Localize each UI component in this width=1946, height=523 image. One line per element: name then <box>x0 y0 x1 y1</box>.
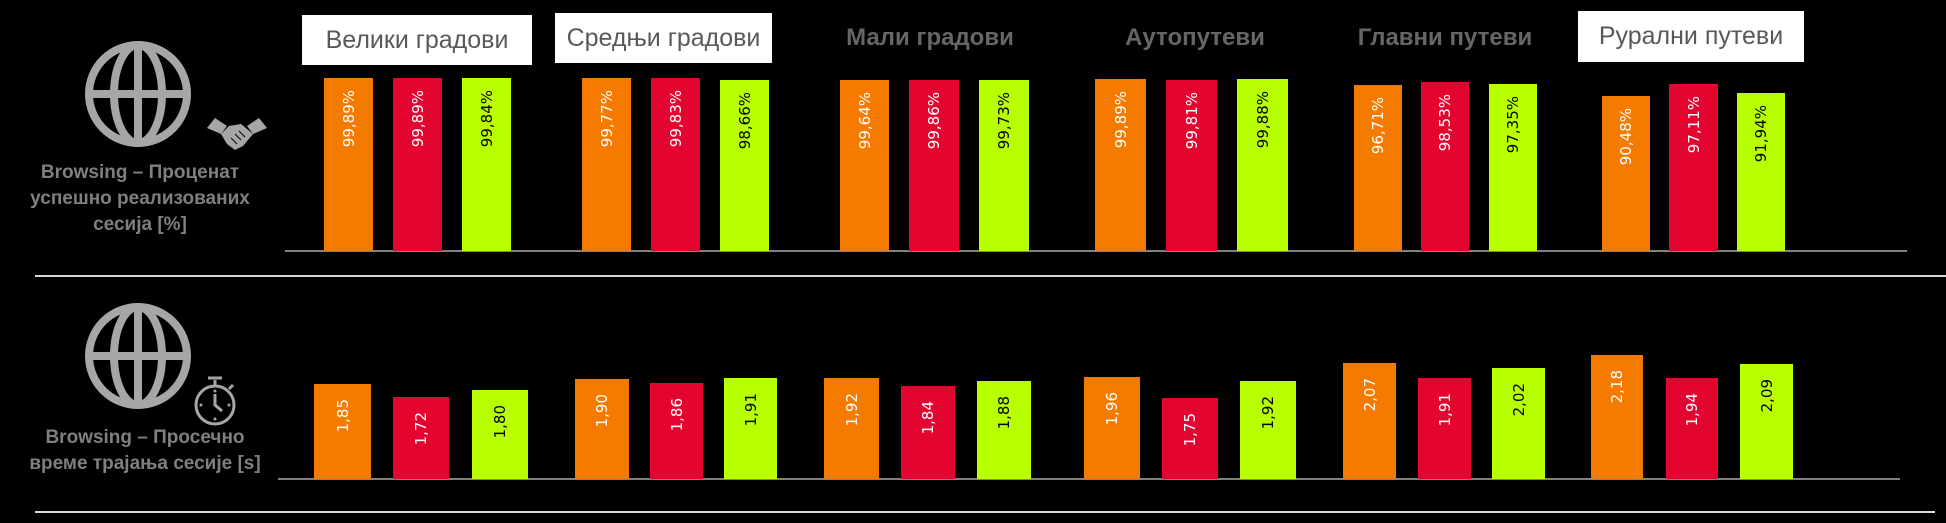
bar-highways-series-1: 99,89% <box>1095 79 1146 251</box>
metric-label-line: Browsing – Проценат <box>40 162 240 183</box>
category-header-main-roads: Главни путеви <box>1357 24 1533 51</box>
bar-large-cities-series-1: 1,85 <box>314 384 371 479</box>
handshake-icon <box>207 118 267 150</box>
bar-value-label: 90,48% <box>1617 108 1635 166</box>
bar-value-label: 91,94% <box>1752 105 1770 163</box>
bar-medium-cities-series-1: 1,90 <box>575 379 629 479</box>
bar-value-label: 1,75 <box>1181 413 1199 447</box>
bar-value-label: 1,84 <box>919 401 937 435</box>
stopwatch-icon <box>194 376 236 426</box>
bar-medium-cities-series-3: 98,66% <box>720 80 769 251</box>
category-header-small-cities: Мали градови <box>846 24 1014 51</box>
category-header-highways: Аутопутеви <box>1125 24 1265 51</box>
bar-small-cities-series-3: 99,73% <box>979 80 1029 251</box>
bar-highways-series-3: 1,92 <box>1240 381 1296 479</box>
bar-medium-cities-series-2: 1,86 <box>650 383 703 479</box>
bar-value-label: 97,35% <box>1504 96 1522 154</box>
bar-large-cities-series-1: 99,89% <box>324 78 373 251</box>
bar-value-label: 99,88% <box>1253 91 1272 149</box>
bar-rural-roads-series-2: 1,94 <box>1666 378 1718 479</box>
bar-value-label: 99,81% <box>1182 92 1201 150</box>
bar-large-cities-series-3: 99,84% <box>462 78 511 251</box>
metric-label-session-time: Browsing – Просечно време трајања сесије… <box>0 425 290 477</box>
upper-chart-axis <box>285 250 1907 252</box>
bar-small-cities-series-2: 99,86% <box>909 80 959 251</box>
bar-small-cities-series-2: 1,84 <box>901 386 955 479</box>
bar-main-roads-series-1: 96,71% <box>1354 85 1402 251</box>
lower-chart-axis <box>278 478 1900 480</box>
bar-value-label: 1,86 <box>667 398 686 432</box>
bar-highways-series-3: 99,88% <box>1237 79 1288 251</box>
bar-rural-roads-series-1: 90,48% <box>1602 96 1650 251</box>
bar-medium-cities-series-1: 99,77% <box>582 78 631 251</box>
bar-main-roads-series-2: 98,53% <box>1421 82 1469 251</box>
bar-main-roads-series-3: 2,02 <box>1492 368 1545 479</box>
bar-value-label: 2,02 <box>1509 383 1528 417</box>
bar-value-label: 96,71% <box>1369 97 1387 155</box>
metric-label-line: време трајања сесије [s] <box>29 453 261 474</box>
bar-value-label: 1,85 <box>333 399 352 433</box>
bar-value-label: 99,83% <box>666 90 685 148</box>
bar-value-label: 99,86% <box>925 92 943 150</box>
bar-value-label: 99,77% <box>597 90 616 148</box>
bar-value-label: 1,72 <box>412 412 430 446</box>
bar-medium-cities-series-2: 99,83% <box>651 78 700 251</box>
bar-value-label: 1,80 <box>491 405 509 439</box>
bar-value-label: 1,90 <box>593 394 611 428</box>
bar-rural-roads-series-2: 97,11% <box>1669 84 1718 251</box>
bar-value-label: 1,94 <box>1683 393 1701 427</box>
metric-label-success-rate: Browsing – Проценат успешно реализованих… <box>0 160 280 238</box>
category-header-large-cities: Велики градови <box>302 15 532 65</box>
bar-value-label: 2,07 <box>1360 378 1379 412</box>
bar-large-cities-series-2: 99,89% <box>393 78 442 251</box>
metric-label-line: Browsing – Просечно <box>45 427 245 448</box>
bar-value-label: 1,88 <box>995 396 1013 430</box>
bar-highways-series-2: 1,75 <box>1162 398 1218 479</box>
bar-highways-series-1: 1,96 <box>1084 377 1140 479</box>
bar-value-label: 99,73% <box>995 92 1013 150</box>
bar-value-label: 99,64% <box>855 92 874 150</box>
bar-small-cities-series-1: 99,64% <box>840 80 889 251</box>
bar-rural-roads-series-3: 91,94% <box>1737 93 1785 251</box>
category-header-rural-roads: Рурални путеви <box>1578 11 1804 62</box>
metric-label-line: успешно реализованих <box>30 188 250 209</box>
bar-value-label: 1,91 <box>1435 393 1454 427</box>
bar-value-label: 2,18 <box>1608 370 1626 404</box>
bar-main-roads-series-2: 1,91 <box>1418 378 1471 479</box>
bar-highways-series-2: 99,81% <box>1166 80 1217 251</box>
bar-value-label: 1,96 <box>1103 392 1121 426</box>
bar-value-label: 1,92 <box>842 393 861 427</box>
bar-value-label: 1,91 <box>741 393 760 427</box>
bar-value-label: 98,66% <box>735 92 754 150</box>
globe-icon <box>85 303 191 409</box>
metric-label-line: сесија [%] <box>93 214 187 235</box>
bar-value-label: 99,89% <box>1111 91 1130 149</box>
section-separator-top <box>35 275 1946 277</box>
bar-large-cities-series-2: 1,72 <box>393 397 449 479</box>
bar-value-label: 99,89% <box>408 90 427 148</box>
bar-value-label: 99,84% <box>477 90 496 148</box>
bar-main-roads-series-1: 2,07 <box>1343 363 1396 479</box>
bar-main-roads-series-3: 97,35% <box>1489 84 1537 251</box>
bar-small-cities-series-3: 1,88 <box>977 381 1031 479</box>
bar-value-label: 98,53% <box>1436 94 1454 152</box>
bar-small-cities-series-1: 1,92 <box>824 378 879 479</box>
bar-value-label: 2,09 <box>1757 379 1776 413</box>
globe-icon <box>85 41 191 147</box>
bar-value-label: 1,92 <box>1259 396 1277 430</box>
category-header-medium-cities: Средњи градови <box>555 13 772 63</box>
bar-large-cities-series-3: 1,80 <box>472 390 528 479</box>
bar-value-label: 99,89% <box>339 90 358 148</box>
bar-value-label: 97,11% <box>1684 96 1703 154</box>
bar-medium-cities-series-3: 1,91 <box>724 378 777 479</box>
bar-rural-roads-series-3: 2,09 <box>1740 364 1793 479</box>
section-separator-bottom <box>35 511 1935 513</box>
bar-rural-roads-series-1: 2,18 <box>1591 355 1643 479</box>
